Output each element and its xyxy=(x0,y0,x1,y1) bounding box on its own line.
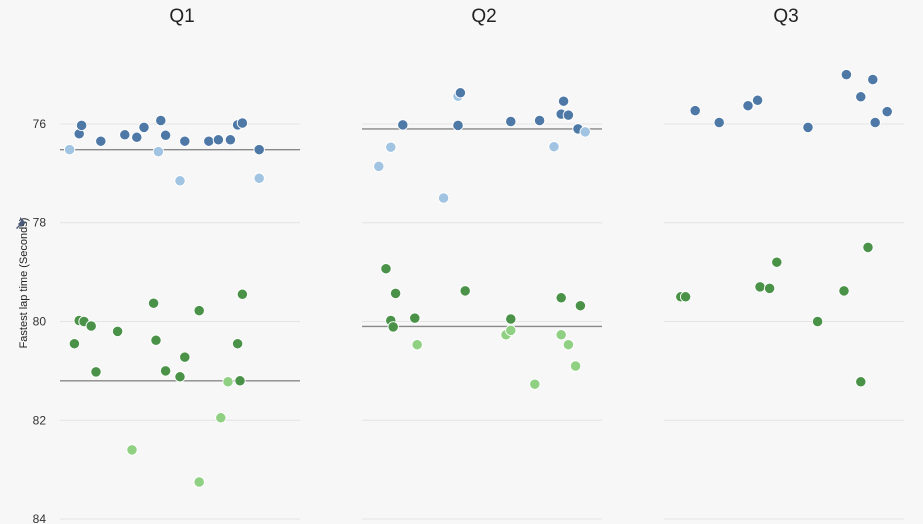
data-point[interactable] xyxy=(452,119,464,132)
data-point[interactable] xyxy=(236,117,249,129)
data-point[interactable] xyxy=(179,135,191,147)
y-axis-title-group: Fastest lap time (Seconds) xyxy=(18,218,30,349)
data-point[interactable] xyxy=(562,109,575,121)
data-point[interactable] xyxy=(159,129,172,141)
pin-icon-shape[interactable] xyxy=(16,217,26,229)
data-point[interactable] xyxy=(159,365,172,377)
y-tick-label: 76 xyxy=(33,117,47,131)
data-point[interactable] xyxy=(855,376,867,388)
data-point[interactable] xyxy=(193,476,205,488)
data-point[interactable] xyxy=(63,143,76,156)
data-point[interactable] xyxy=(840,68,853,81)
panel-title-q3: Q3 xyxy=(773,6,798,27)
data-point[interactable] xyxy=(253,172,265,184)
data-point[interactable] xyxy=(152,145,165,158)
data-point[interactable] xyxy=(138,121,150,134)
data-point[interactable] xyxy=(411,339,423,351)
data-point[interactable] xyxy=(505,115,517,128)
data-point[interactable] xyxy=(174,175,186,187)
data-point[interactable] xyxy=(838,285,850,297)
data-point[interactable] xyxy=(215,412,227,424)
data-point[interactable] xyxy=(505,324,517,337)
data-point[interactable] xyxy=(742,100,754,112)
data-point[interactable] xyxy=(75,119,88,132)
data-point[interactable] xyxy=(409,312,421,324)
data-point[interactable] xyxy=(147,297,160,309)
y-axis-title: Fastest lap time (Seconds) xyxy=(18,218,30,349)
data-point[interactable] xyxy=(150,334,162,346)
data-point[interactable] xyxy=(111,325,124,338)
labels-layer: 76 78 80 82 84 Q1 Q2 Q3 xyxy=(33,6,799,524)
data-point[interactable] xyxy=(222,376,234,388)
data-point[interactable] xyxy=(713,116,725,129)
data-point[interactable] xyxy=(155,114,167,127)
data-point[interactable] xyxy=(574,300,587,312)
y-tick-label: 82 xyxy=(33,413,47,427)
data-point[interactable] xyxy=(751,94,764,106)
pin-icon[interactable] xyxy=(16,217,26,229)
data-point[interactable] xyxy=(459,285,471,297)
data-point[interactable] xyxy=(179,351,191,363)
data-point[interactable] xyxy=(562,339,575,351)
data-point[interactable] xyxy=(533,114,546,127)
data-point[interactable] xyxy=(811,315,824,328)
data-point[interactable] xyxy=(754,281,766,293)
data-point[interactable] xyxy=(855,91,867,103)
data-point[interactable] xyxy=(862,241,874,254)
data-point[interactable] xyxy=(126,444,138,456)
data-point[interactable] xyxy=(881,105,893,118)
data-point[interactable] xyxy=(763,282,776,295)
data-point[interactable] xyxy=(548,141,560,153)
data-point[interactable] xyxy=(85,320,97,332)
data-point[interactable] xyxy=(373,160,385,173)
data-point[interactable] xyxy=(174,371,186,383)
grid-layer xyxy=(60,123,904,520)
data-point[interactable] xyxy=(867,73,879,86)
data-point[interactable] xyxy=(569,360,582,372)
data-point[interactable] xyxy=(203,135,215,147)
data-point[interactable] xyxy=(555,329,567,341)
data-point[interactable] xyxy=(68,338,81,350)
data-point[interactable] xyxy=(771,256,783,268)
data-point[interactable] xyxy=(689,104,701,117)
data-point[interactable] xyxy=(231,338,244,350)
data-point[interactable] xyxy=(437,192,450,204)
data-point[interactable] xyxy=(505,313,517,325)
data-point[interactable] xyxy=(397,119,409,131)
y-tick-label: 80 xyxy=(33,315,47,329)
panel-title-q1: Q1 xyxy=(169,6,194,27)
data-point[interactable] xyxy=(131,131,143,143)
data-point[interactable] xyxy=(95,135,107,147)
data-point[interactable] xyxy=(869,116,881,129)
data-point[interactable] xyxy=(119,129,131,141)
data-point[interactable] xyxy=(253,143,265,156)
data-point[interactable] xyxy=(555,292,567,304)
panel-title-q2: Q2 xyxy=(471,6,496,27)
y-tick-label: 78 xyxy=(33,216,47,230)
data-point[interactable] xyxy=(212,134,225,146)
data-point[interactable] xyxy=(529,378,541,390)
data-point[interactable] xyxy=(90,366,102,378)
data-point[interactable] xyxy=(802,121,814,134)
data-point[interactable] xyxy=(579,126,591,138)
data-point[interactable] xyxy=(193,304,205,317)
data-point[interactable] xyxy=(454,87,467,99)
data-point[interactable] xyxy=(387,321,399,333)
data-point[interactable] xyxy=(557,95,570,107)
data-point[interactable] xyxy=(679,291,692,303)
data-point[interactable] xyxy=(380,263,392,275)
data-point[interactable] xyxy=(224,134,237,146)
data-point[interactable] xyxy=(389,287,402,300)
points-layer xyxy=(63,68,893,488)
y-tick-label: 84 xyxy=(33,512,47,524)
data-point[interactable] xyxy=(385,141,397,153)
data-point[interactable] xyxy=(234,375,246,387)
reference-lines xyxy=(60,128,602,382)
data-point[interactable] xyxy=(236,288,249,300)
